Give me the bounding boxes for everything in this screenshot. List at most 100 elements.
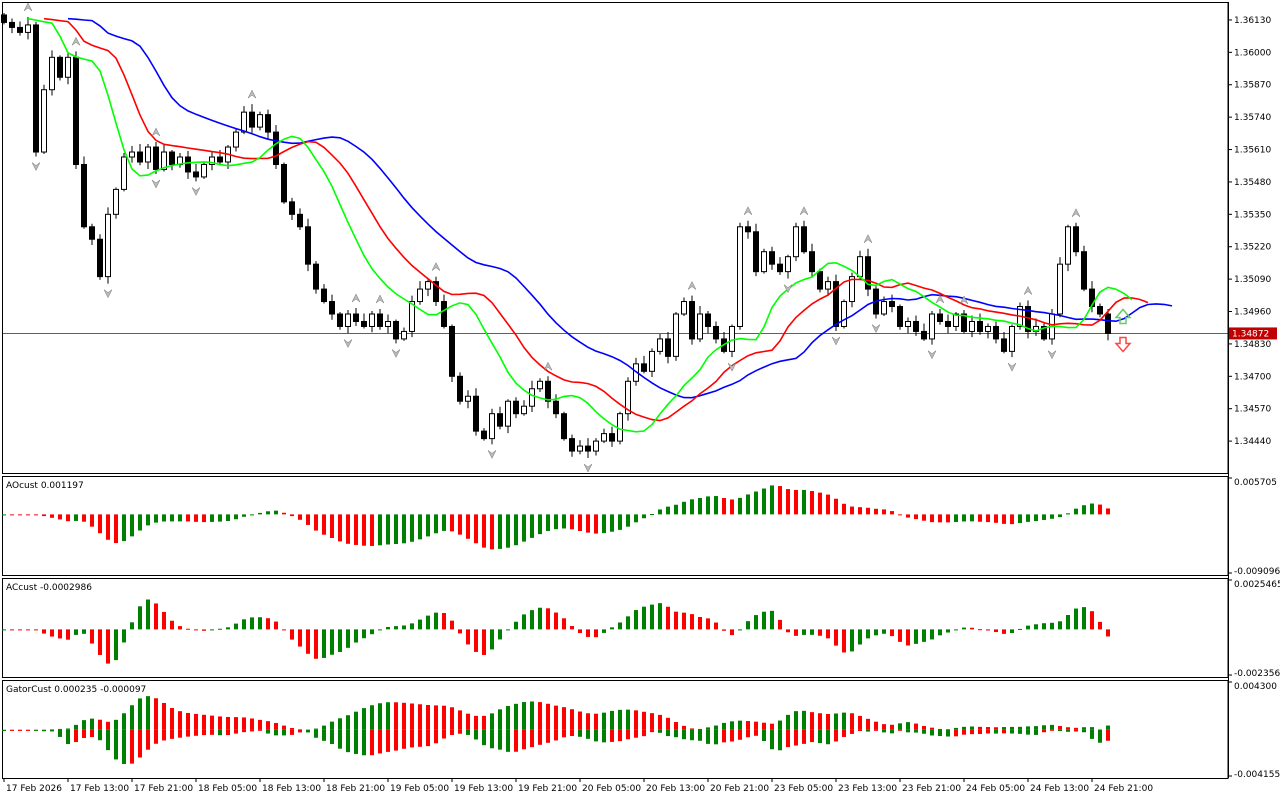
gator-lower-bar bbox=[1106, 729, 1110, 741]
ac-histogram-bar bbox=[482, 629, 486, 655]
candle-bearish bbox=[1001, 338, 1007, 352]
gator-lower-bar bbox=[530, 729, 534, 748]
ac-histogram-bar bbox=[698, 616, 702, 630]
time-axis-label: 18 Feb 13:00 bbox=[262, 784, 321, 794]
gator-upper-bar bbox=[506, 705, 510, 730]
fractal-up-arrow-icon bbox=[687, 281, 697, 290]
gator-upper-bar bbox=[1034, 726, 1038, 730]
ao-histogram-bar bbox=[898, 514, 902, 516]
gator-lower-bar bbox=[706, 729, 710, 744]
gator-upper-bar bbox=[786, 714, 790, 730]
gator-lower-bar bbox=[666, 729, 670, 737]
candle-bearish bbox=[185, 156, 191, 173]
ac-indicator-label: ACcust -0.0002986 bbox=[6, 583, 92, 593]
ac-histogram-bar bbox=[146, 599, 150, 630]
candle-bullish bbox=[129, 151, 135, 158]
candle-bullish bbox=[681, 301, 687, 315]
gator-lower-bar bbox=[138, 729, 142, 758]
ac-histogram-bar bbox=[914, 629, 918, 644]
candle-bullish bbox=[785, 256, 791, 273]
ao-histogram-bar bbox=[914, 514, 918, 520]
price-tick-label: 1.34830 bbox=[1234, 340, 1271, 350]
ao-histogram-bar bbox=[586, 514, 590, 533]
ac-histogram-bar bbox=[922, 629, 926, 642]
gator-upper-bar bbox=[586, 713, 590, 730]
candle-bullish bbox=[625, 380, 631, 415]
gator-lower-bar bbox=[322, 729, 326, 741]
ao-histogram-bar bbox=[34, 514, 38, 516]
ao-histogram-bar bbox=[330, 514, 334, 539]
ac-histogram-bar bbox=[738, 629, 742, 631]
candle-bearish bbox=[609, 433, 615, 442]
ao-histogram-bar bbox=[458, 514, 462, 535]
ao-histogram-bar bbox=[562, 514, 566, 529]
candle-bearish bbox=[297, 213, 303, 228]
ac-histogram-bar bbox=[666, 606, 670, 630]
candle-bearish bbox=[249, 111, 255, 128]
alligator-lips-line bbox=[27, 17, 1133, 433]
ao-histogram-bar bbox=[322, 514, 326, 535]
gator-upper-bar bbox=[530, 701, 534, 730]
ac-histogram-bar bbox=[234, 623, 238, 630]
gator-upper-bar bbox=[594, 713, 598, 730]
ac-histogram-bar bbox=[1066, 615, 1070, 630]
ac-histogram-bar bbox=[58, 629, 62, 639]
ac-histogram-bar bbox=[466, 629, 470, 645]
gator-lower-bar bbox=[890, 729, 894, 734]
gator-lower-bar bbox=[98, 729, 102, 741]
ac-histogram-bar bbox=[418, 619, 422, 630]
gator-lower-bar bbox=[162, 729, 166, 741]
ao-histogram-bar bbox=[530, 514, 534, 538]
gator-lower-bar bbox=[546, 729, 550, 743]
gator-lower-bar bbox=[786, 729, 790, 748]
gator-lower-bar bbox=[778, 729, 782, 751]
gator-upper-bar bbox=[570, 709, 574, 730]
candle-bullish bbox=[425, 281, 431, 290]
candle-bearish bbox=[305, 226, 311, 265]
ac-histogram-bar bbox=[954, 629, 958, 631]
candle-bearish bbox=[9, 21, 15, 28]
ac-histogram-bar bbox=[434, 612, 438, 630]
gator-lower-bar bbox=[882, 729, 886, 733]
gator-lower-bar bbox=[514, 729, 518, 752]
ao-histogram-bar bbox=[482, 514, 486, 548]
ac-histogram-bar bbox=[730, 629, 734, 636]
gator-lower-bar bbox=[1058, 729, 1062, 732]
ao-histogram-bar bbox=[714, 496, 718, 515]
gator-lower-bar bbox=[50, 729, 54, 732]
ao-histogram-bar bbox=[58, 514, 62, 520]
gator-lower-bar bbox=[962, 729, 966, 735]
gator-lower-bar bbox=[810, 729, 814, 743]
ao-panel-frame bbox=[2, 476, 1229, 576]
ac-histogram-bar bbox=[962, 627, 966, 630]
ao-histogram-bar bbox=[50, 514, 54, 518]
ac-histogram-bar bbox=[26, 629, 30, 631]
gator-upper-bar bbox=[322, 725, 326, 730]
gator-lower-bar bbox=[850, 729, 854, 734]
candle-bearish bbox=[777, 263, 783, 273]
gator-upper-bar bbox=[634, 710, 638, 730]
ao-histogram-bar bbox=[970, 514, 974, 522]
fractal-up-arrow-icon bbox=[743, 206, 753, 216]
candle-bullish bbox=[417, 288, 423, 303]
ac-histogram-bar bbox=[314, 629, 318, 659]
ac-histogram-bar bbox=[802, 629, 806, 635]
fractal-down-arrow-icon bbox=[191, 187, 201, 196]
ac-histogram-bar bbox=[994, 629, 998, 633]
gator-upper-bar bbox=[770, 723, 774, 730]
gator-upper-bar bbox=[154, 698, 158, 730]
ac-histogram-bar bbox=[82, 629, 86, 634]
fractal-down-arrow-icon bbox=[727, 362, 737, 372]
ao-histogram-bar bbox=[658, 509, 662, 515]
fractal-down-arrow-icon bbox=[103, 289, 113, 299]
gator-upper-bar bbox=[970, 726, 974, 730]
ao-histogram-bar bbox=[930, 514, 934, 523]
gator-lower-bar bbox=[266, 729, 270, 734]
gator-upper-bar bbox=[394, 702, 398, 730]
gator-upper-bar bbox=[914, 723, 918, 730]
ao-histogram-bar bbox=[474, 514, 478, 544]
gator-lower-bar bbox=[562, 729, 566, 738]
gator-lower-bar bbox=[1066, 729, 1070, 732]
ao-histogram-bar bbox=[834, 498, 838, 515]
